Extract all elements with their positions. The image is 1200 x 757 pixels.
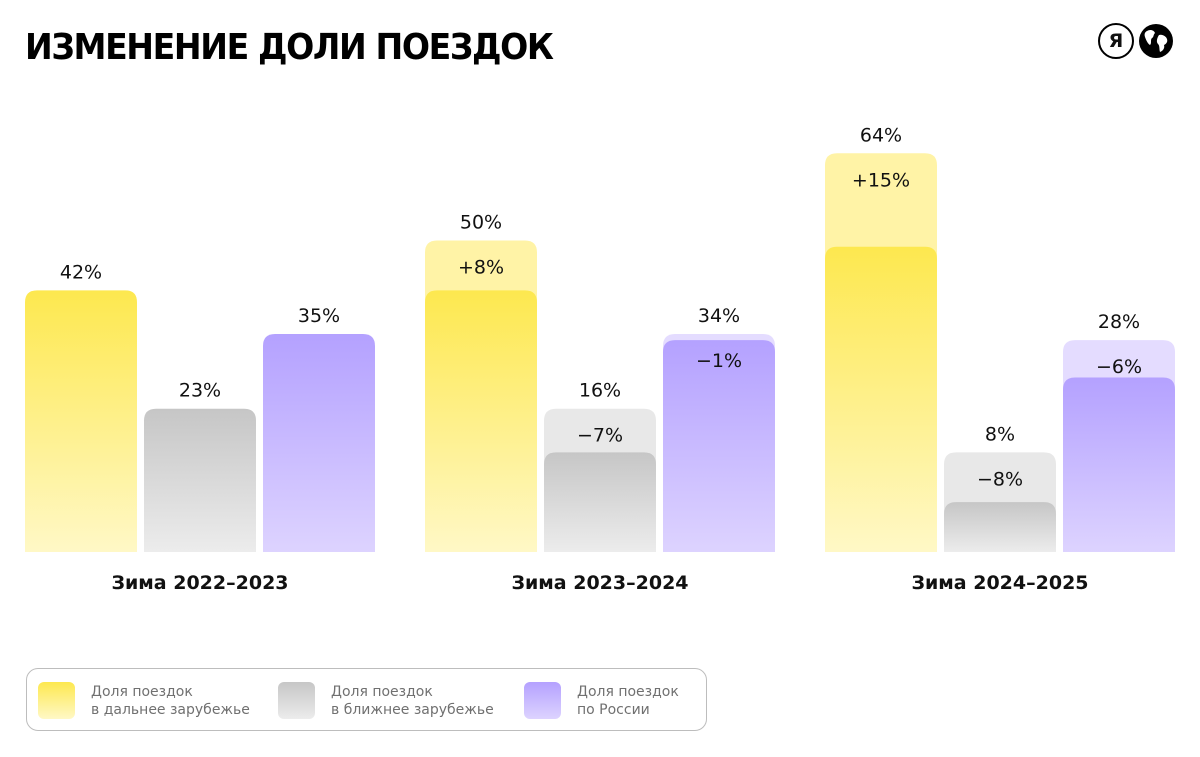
- change-label-russia-2: −6%: [1096, 356, 1142, 378]
- value-label-russia-0: 35%: [298, 305, 340, 327]
- logos: Я: [1098, 23, 1174, 59]
- legend-label-near-abroad: Доля поездок в ближнее зарубежье: [331, 683, 494, 718]
- value-label-near-abroad-1: 16%: [579, 380, 621, 402]
- legend-swatch-near-abroad: [278, 682, 315, 719]
- bar-near-abroad-1: [544, 452, 656, 552]
- bar-russia-0: [263, 333, 375, 552]
- category-label-1: Зима 2023–2024: [511, 572, 688, 594]
- legend-item-far-abroad: Доля поездок в дальнее зарубежье: [38, 682, 250, 719]
- category-label-0: Зима 2022–2023: [111, 572, 288, 594]
- value-label-far-abroad-1: 50%: [460, 212, 502, 234]
- bar-far-abroad-2: [825, 246, 937, 553]
- bar-near-abroad-2: [944, 502, 1056, 552]
- bar-far-abroad-0: [25, 290, 137, 552]
- bar-chart: 42% 23% 35% Зима 2022–2023 +8% 50% −7% 16% −1% 34…: [25, 124, 1175, 594]
- value-label-near-abroad-0: 23%: [179, 380, 221, 402]
- globe-icon: [1139, 24, 1173, 58]
- legend-label-russia: Доля поездок по России: [577, 683, 679, 718]
- change-label-russia-1: −1%: [696, 350, 742, 372]
- bar-near-abroad-0: [144, 408, 256, 552]
- value-label-near-abroad-2: 8%: [985, 423, 1015, 445]
- change-label-near-abroad-1: −7%: [577, 425, 623, 447]
- legend-label-far-abroad: Доля поездок в дальнее зарубежье: [91, 683, 250, 718]
- bar-russia-2: [1063, 377, 1175, 552]
- legend: Доля поездок в дальнее зарубежье Доля по…: [26, 668, 707, 731]
- value-label-far-abroad-2: 64%: [860, 124, 902, 146]
- value-label-far-abroad-0: 42%: [60, 261, 102, 283]
- legend-item-russia: Доля поездок по России: [524, 682, 679, 719]
- bar-russia-1: [663, 340, 775, 552]
- change-label-far-abroad-1: +8%: [458, 257, 504, 279]
- legend-swatch-far-abroad: [38, 682, 75, 719]
- value-label-russia-1: 34%: [698, 305, 740, 327]
- category-label-2: Зима 2024–2025: [911, 572, 1088, 594]
- chart-title: ИЗМЕНЕНИЕ ДОЛИ ПОЕЗДОК: [25, 27, 554, 68]
- value-label-russia-2: 28%: [1098, 311, 1140, 333]
- change-label-near-abroad-2: −8%: [977, 468, 1023, 490]
- bar-far-abroad-1: [425, 290, 537, 552]
- legend-item-near-abroad: Доля поездок в ближнее зарубежье: [278, 682, 494, 719]
- legend-swatch-russia: [524, 682, 561, 719]
- change-label-far-abroad-2: +15%: [852, 169, 910, 191]
- yandex-logo-icon: Я: [1098, 23, 1134, 59]
